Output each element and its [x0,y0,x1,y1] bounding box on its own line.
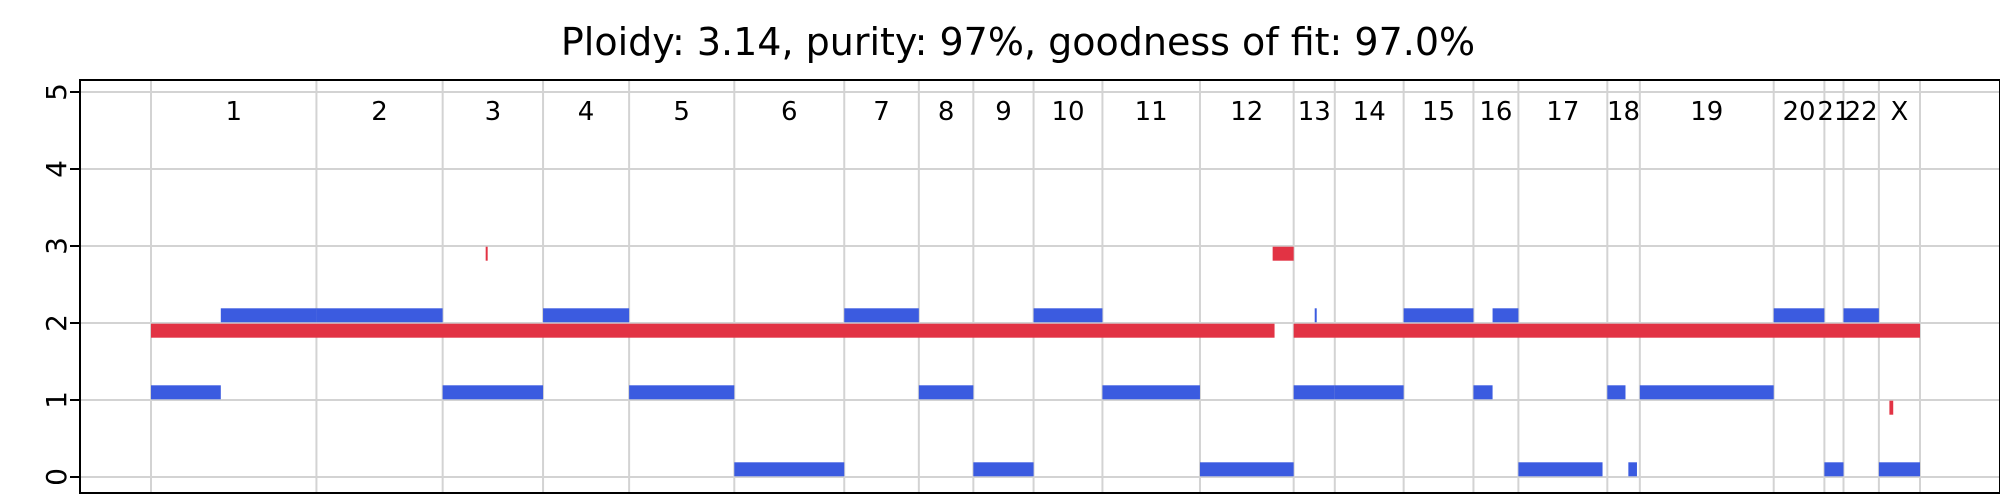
major-segment [1272,246,1294,261]
chromosome-label: 20 [1782,97,1815,127]
minor-segment [1033,308,1103,323]
y-tick-label: 2 [40,314,73,332]
minor-segment [1518,462,1603,477]
minor-segment [1824,462,1844,477]
y-tick-label: 0 [40,468,73,486]
y-tick-label: 4 [40,160,73,178]
minor-segment [1334,385,1404,400]
minor-segment [1843,308,1879,323]
chromosome-label: 22 [1845,97,1878,127]
major-segment [485,246,488,261]
chromosome-label: 19 [1690,97,1723,127]
y-axis: 0 1 2 3 4 5 [40,83,80,486]
minor-segment [1314,308,1317,323]
chromosome-label: 8 [938,97,955,127]
chromosome-label: 1 [225,97,242,127]
chromosome-label: 4 [578,97,595,127]
chromosome-label: 11 [1135,97,1168,127]
chromosome-label: 15 [1422,97,1455,127]
major-segment [151,323,1275,338]
minor-segment [1639,385,1774,400]
chromosome-label: 2 [371,97,388,127]
minor-segment [1607,385,1626,400]
chromosome-label: 21 [1817,97,1850,127]
minor-segment [220,308,317,323]
chromosome-label: 3 [485,97,502,127]
chromosome-label: X [1891,97,1909,127]
segment-layer [151,246,1920,477]
minor-segment [844,308,919,323]
plot-frame [79,79,2000,494]
minor-segment [629,385,735,400]
minor-segment [1878,462,1920,477]
major-segment [1889,400,1894,415]
y-tick-label: 1 [40,391,73,409]
minor-segment [1403,308,1474,323]
minor-segment [1293,385,1335,400]
chromosome-label: 18 [1607,97,1640,127]
chromosome-label: 16 [1479,97,1512,127]
chromosome-label: 9 [995,97,1012,127]
minor-segment [1773,308,1825,323]
minor-segment [442,385,544,400]
chromosome-label: 5 [673,97,690,127]
minor-segment [918,385,974,400]
minor-segment [734,462,845,477]
minor-segment [1102,385,1200,400]
minor-segment [973,462,1034,477]
y-tick-label: 3 [40,237,73,255]
chart-title: Ploidy: 3.14, purity: 97%, goodness of f… [561,20,1475,64]
chromosome-label: 17 [1546,97,1579,127]
minor-segment [1199,462,1294,477]
minor-segment [1628,462,1637,477]
minor-segment [1473,385,1493,400]
major-segment [1293,323,1920,338]
minor-segment [316,308,443,323]
minor-segment [1492,308,1519,323]
chromosome-label: 10 [1051,97,1084,127]
chromosome-label: 7 [873,97,890,127]
chromosome-label: 14 [1353,97,1386,127]
minor-segment [543,308,630,323]
grid-layer [80,80,2000,493]
chromosome-label: 12 [1230,97,1263,127]
minor-segment [151,385,221,400]
y-tick-label: 5 [40,83,73,101]
chromosome-label: 13 [1298,97,1331,127]
chromosome-label: 6 [781,97,798,127]
